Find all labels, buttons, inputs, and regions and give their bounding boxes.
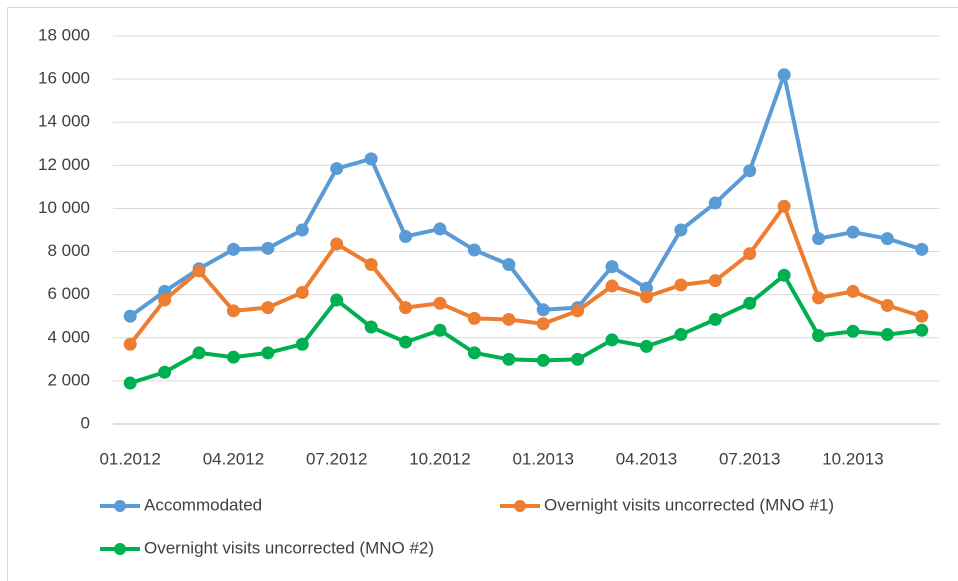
data-point: [399, 301, 413, 315]
y-tick-label: 6 000: [47, 284, 90, 303]
data-point: [330, 293, 344, 307]
data-point: [812, 291, 826, 305]
data-point: [743, 296, 757, 310]
data-point: [777, 68, 791, 82]
x-tick-label: 01.2012: [99, 449, 160, 468]
data-point: [708, 274, 722, 288]
x-tick-label: 10.2013: [822, 449, 883, 468]
legend-marker: [514, 500, 526, 512]
legend-marker: [114, 500, 126, 512]
x-tick-label: 01.2013: [512, 449, 573, 468]
data-point: [880, 298, 894, 312]
y-tick-label: 8 000: [47, 241, 90, 260]
legend-label: Accommodated: [144, 495, 262, 514]
data-point: [502, 312, 516, 326]
data-point: [467, 311, 481, 325]
data-point: [123, 376, 137, 390]
data-point: [536, 353, 550, 367]
data-point: [880, 232, 894, 246]
legend-marker: [114, 543, 126, 555]
data-point: [605, 333, 619, 347]
data-point: [708, 196, 722, 210]
data-point: [846, 284, 860, 298]
data-point: [880, 328, 894, 342]
data-point: [295, 337, 309, 351]
data-point: [605, 260, 619, 274]
data-point: [502, 352, 516, 366]
legend-label: Overnight visits uncorrected (MNO #2): [144, 538, 434, 557]
data-point: [399, 229, 413, 243]
data-point: [674, 278, 688, 292]
y-tick-label: 10 000: [38, 198, 90, 217]
data-point: [226, 304, 240, 318]
data-point: [502, 257, 516, 271]
data-point: [158, 293, 172, 307]
data-point: [123, 309, 137, 323]
data-point: [777, 268, 791, 282]
data-point: [674, 328, 688, 342]
data-point: [812, 329, 826, 343]
y-tick-label: 16 000: [38, 69, 90, 88]
data-point: [777, 199, 791, 213]
x-tick-label: 07.2013: [719, 449, 780, 468]
data-point: [915, 309, 929, 323]
x-tick-label: 10.2012: [409, 449, 470, 468]
y-tick-label: 0: [81, 413, 90, 432]
data-point: [158, 365, 172, 379]
data-point: [467, 346, 481, 360]
data-point: [639, 290, 653, 304]
data-point: [536, 303, 550, 317]
data-point: [605, 279, 619, 293]
data-point: [330, 237, 344, 251]
data-point: [364, 320, 378, 334]
data-point: [571, 352, 585, 366]
data-point: [433, 323, 447, 337]
data-point: [915, 323, 929, 337]
data-point: [399, 335, 413, 349]
data-point: [261, 346, 275, 360]
data-point: [433, 222, 447, 236]
data-point: [364, 257, 378, 271]
data-point: [261, 301, 275, 315]
data-point: [226, 242, 240, 256]
data-point: [743, 164, 757, 178]
data-point: [467, 243, 481, 257]
data-point: [364, 152, 378, 166]
data-point: [192, 346, 206, 360]
data-point: [433, 296, 447, 310]
data-point: [743, 247, 757, 261]
x-tick-label: 07.2012: [306, 449, 367, 468]
data-point: [192, 264, 206, 278]
data-point: [295, 286, 309, 300]
data-point: [639, 339, 653, 353]
data-point: [846, 225, 860, 239]
data-point: [536, 317, 550, 331]
data-point: [812, 232, 826, 246]
data-point: [123, 337, 137, 351]
y-tick-label: 4 000: [47, 327, 90, 346]
data-point: [708, 312, 722, 326]
data-point: [674, 223, 688, 237]
y-tick-label: 18 000: [38, 25, 90, 44]
data-point: [226, 350, 240, 364]
data-point: [915, 242, 929, 256]
y-tick-label: 14 000: [38, 112, 90, 131]
data-point: [330, 162, 344, 176]
x-tick-label: 04.2013: [616, 449, 677, 468]
legend-label: Overnight visits uncorrected (MNO #1): [544, 495, 834, 514]
x-tick-label: 04.2012: [203, 449, 264, 468]
y-tick-label: 2 000: [47, 370, 90, 389]
data-point: [571, 304, 585, 318]
data-point: [295, 223, 309, 237]
y-tick-label: 12 000: [38, 155, 90, 174]
data-point: [261, 241, 275, 255]
data-point: [846, 324, 860, 338]
